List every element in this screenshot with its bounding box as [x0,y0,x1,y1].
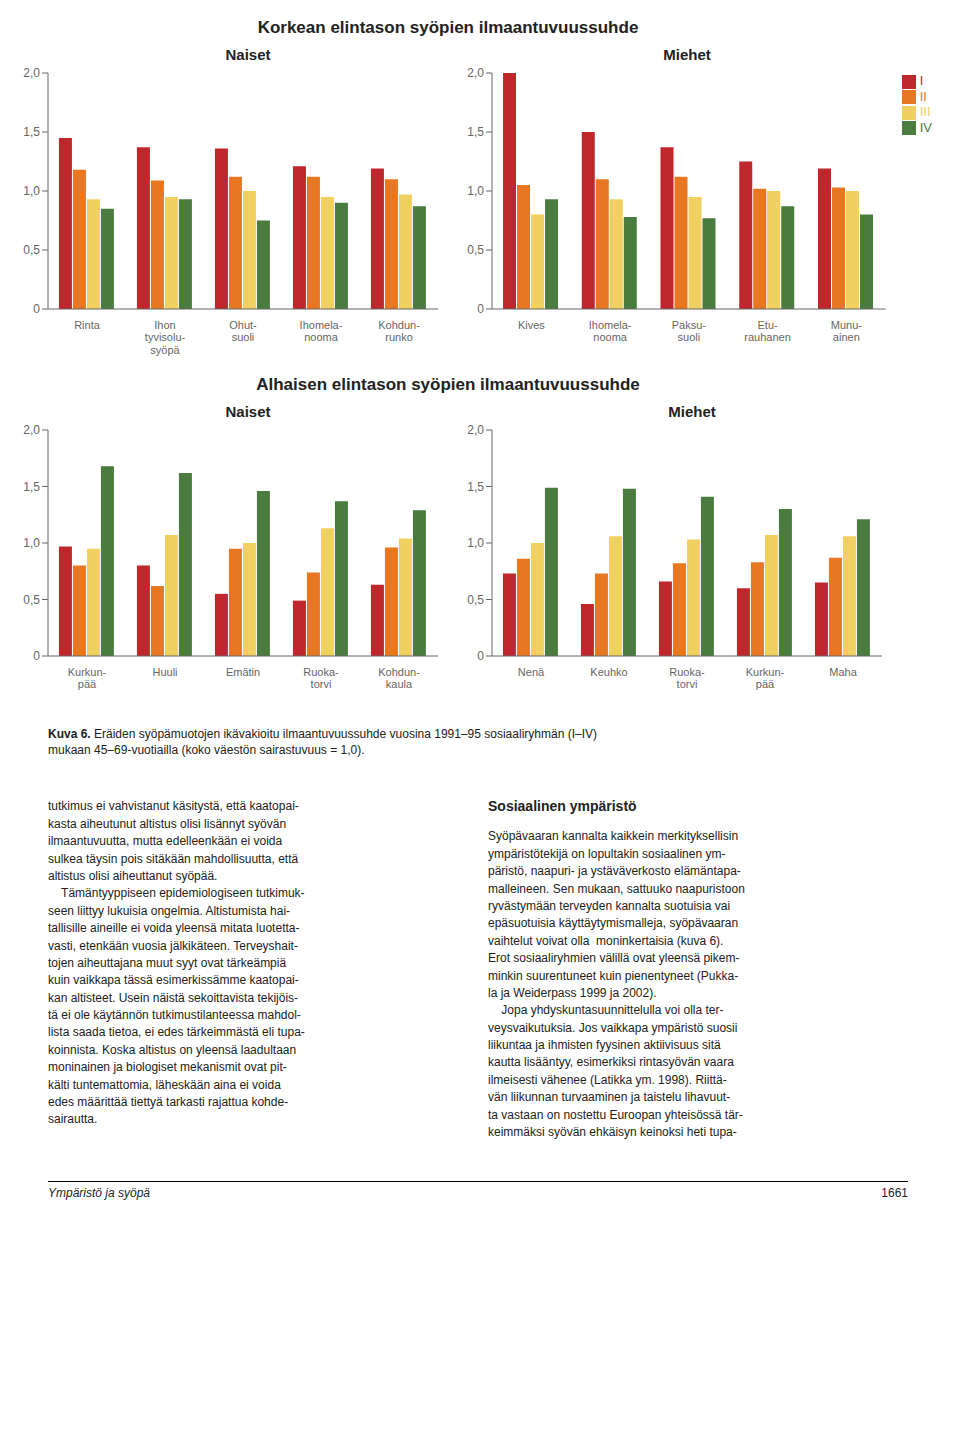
svg-text:1,5: 1,5 [467,480,484,494]
svg-text:Etu-rauhanen: Etu-rauhanen [744,319,791,344]
svg-text:0: 0 [477,649,484,663]
svg-text:0: 0 [33,302,40,316]
svg-text:Ihontyvisolu-syöpä: Ihontyvisolu-syöpä [145,319,186,356]
svg-text:Kohdun-kaula: Kohdun-kaula [378,666,420,691]
html-text:1661: 1661 [881,1186,908,1201]
html-text:Sosiaalinen ympäristö: Sosiaalinen ympäristö [488,798,637,815]
svg-text:0,5: 0,5 [23,593,40,607]
svg-text:Rinta: Rinta [74,319,101,331]
svg-text:1,0: 1,0 [467,536,484,550]
html-text:Miehet: Miehet [668,403,716,420]
html-text:Miehet: Miehet [663,46,711,63]
html-text:I: I [919,73,924,88]
svg-text:0: 0 [477,302,484,316]
svg-text:Keuhko: Keuhko [590,666,627,678]
svg-text:2,0: 2,0 [467,423,484,437]
html-text:Kuva 6. Eräiden syöpämuotojen: Kuva 6. Eräiden syöpämuotojen ikävakioit… [48,727,597,758]
svg-text:0: 0 [33,649,40,663]
svg-text:1,0: 1,0 [23,184,40,198]
svg-text:Ihomela-nooma: Ihomela-nooma [589,319,632,344]
svg-text:Kives: Kives [518,319,545,331]
svg-text:2,0: 2,0 [23,66,40,80]
svg-text:Paksu-suoli: Paksu-suoli [672,319,707,344]
svg-text:1,5: 1,5 [467,125,484,139]
svg-text:1,5: 1,5 [23,125,40,139]
svg-text:2,0: 2,0 [467,66,484,80]
svg-text:Maha: Maha [829,666,857,678]
html-text:IV: IV [919,119,932,135]
html-text:Korkean elintason syöpien ilma: Korkean elintason syöpien ilmaantuvuussu… [257,18,639,37]
html-text:Naiset: Naiset [225,403,271,420]
html-text:II: II [919,88,927,104]
svg-text:Kurkun-pää: Kurkun-pää [746,666,785,691]
svg-text:Ruoka-torvi: Ruoka-torvi [669,666,705,691]
svg-text:Ihomela-nooma: Ihomela-nooma [300,319,343,344]
svg-text:0,5: 0,5 [467,243,484,257]
svg-text:1,5: 1,5 [23,480,40,494]
html-text:III: III [919,104,931,120]
svg-text:2,0: 2,0 [23,423,40,437]
html-text:Naiset: Naiset [225,46,271,63]
svg-text:Nenä: Nenä [518,666,545,678]
svg-text:Munu-ainen: Munu-ainen [831,319,863,344]
svg-text:Kurkun-pää: Kurkun-pää [68,666,107,691]
html-text:tutkimus ei vahvistanut käsity: tutkimus ei vahvistanut käsitystä, että … [48,799,305,1127]
svg-text:Ruoka-torvi: Ruoka-torvi [303,666,339,691]
svg-text:0,5: 0,5 [467,593,484,607]
svg-text:Emätin: Emätin [226,666,260,678]
svg-text:1,0: 1,0 [23,536,40,550]
html-text:Ympäristö ja syöpä: Ympäristö ja syöpä [48,1186,150,1201]
svg-text:Huuli: Huuli [152,666,177,678]
svg-text:0,5: 0,5 [23,243,40,257]
svg-text:Ohut-suoli: Ohut-suoli [229,319,257,344]
svg-text:1,0: 1,0 [467,184,484,198]
html-text:Syöpävaaran kannalta kaikkein: Syöpävaaran kannalta kaikkein merkitykse… [488,829,745,1139]
svg-text:Kohdun-runko: Kohdun-runko [378,319,420,344]
html-text:Alhaisen elintason syöpien ilm: Alhaisen elintason syöpien ilmaantuvuuss… [256,375,640,394]
